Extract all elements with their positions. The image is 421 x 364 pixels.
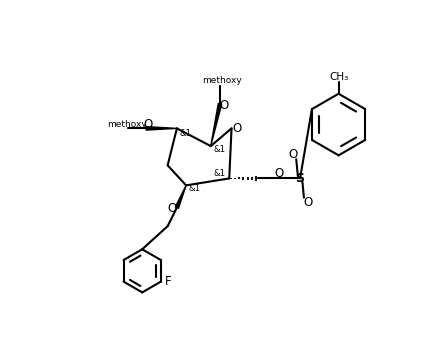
Text: O: O xyxy=(143,118,152,131)
Text: O: O xyxy=(274,167,283,179)
Text: &1: &1 xyxy=(189,184,201,193)
Text: O: O xyxy=(168,202,177,215)
Text: O: O xyxy=(232,122,242,135)
Text: methoxy: methoxy xyxy=(203,76,242,85)
Text: &1: &1 xyxy=(179,128,192,138)
Polygon shape xyxy=(175,185,186,208)
Text: F: F xyxy=(165,275,171,288)
Text: &1: &1 xyxy=(213,169,225,178)
Text: O: O xyxy=(288,148,298,161)
Text: &1: &1 xyxy=(213,145,225,154)
Polygon shape xyxy=(211,103,222,146)
Polygon shape xyxy=(146,127,177,130)
Text: CH₃: CH₃ xyxy=(329,72,348,82)
Text: O: O xyxy=(219,99,229,112)
Text: S: S xyxy=(296,172,304,185)
Text: O: O xyxy=(303,196,312,209)
Text: methoxy: methoxy xyxy=(107,120,147,129)
